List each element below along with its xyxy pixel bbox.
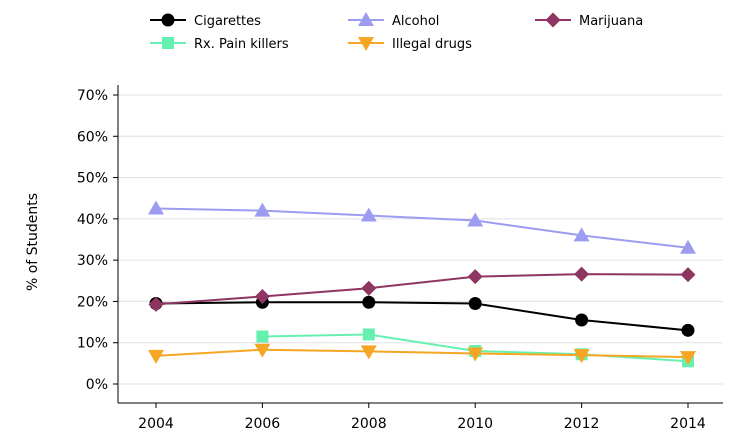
data-point-illegal-drugs: [254, 343, 271, 358]
series-illegal-drugs: [148, 343, 696, 366]
legend-item-alcohol: Alcohol: [348, 12, 439, 29]
data-point-marijuana: [574, 266, 590, 282]
legend-marker: [358, 12, 374, 26]
y-tick-label: 40%: [77, 212, 108, 228]
x-tick-label: 2004: [138, 416, 174, 432]
data-point-alcohol: [680, 239, 696, 254]
x-tick-label: 2008: [351, 416, 387, 432]
y-tick-label: 60%: [77, 129, 108, 145]
data-point-marijuana: [254, 288, 270, 304]
series-layer: [148, 200, 696, 368]
data-point-alcohol: [573, 227, 590, 242]
legend-marker: [358, 37, 374, 51]
series-marijuana: [148, 266, 696, 312]
data-point-alcohol: [467, 212, 484, 227]
data-point-alcohol: [148, 200, 164, 215]
legend-marker: [161, 13, 175, 27]
x-tick-label: 2010: [457, 416, 493, 432]
data-point-marijuana: [361, 280, 377, 296]
legend-marker: [545, 12, 561, 28]
data-point-rx-pain-killers: [362, 328, 375, 341]
legend-marker: [162, 37, 174, 49]
x-axis-ticks: 2004 2006 2008 2010 2012 2014: [138, 403, 706, 432]
data-point-marijuana: [467, 269, 483, 285]
data-point-marijuana: [148, 296, 164, 312]
gridlines: [118, 94, 723, 385]
data-point-illegal-drugs: [360, 345, 377, 360]
x-tick-label: 2006: [245, 416, 281, 432]
y-tick-label: 20%: [77, 294, 108, 310]
data-point-illegal-drugs: [680, 351, 696, 366]
series-line-marijuana: [155, 273, 689, 306]
series-line-alcohol: [155, 207, 689, 249]
y-axis-title: % of Students: [25, 193, 41, 291]
series-alcohol: [148, 200, 696, 254]
data-point-alcohol: [254, 202, 271, 217]
x-tick-label: 2012: [564, 416, 600, 432]
data-point-illegal-drugs: [467, 347, 484, 362]
y-tick-label: 30%: [77, 253, 108, 269]
legend-label: Cigarettes: [194, 14, 261, 29]
axes: [117, 85, 723, 404]
data-point-rx-pain-killers: [256, 330, 269, 343]
y-axis-ticks: 0% 10% 20% 30% 40% 50% 60% 70%: [77, 88, 118, 393]
y-tick-label: 10%: [77, 336, 108, 352]
legend: Cigarettes Alcohol Marijuana Rx. Pain kille…: [150, 12, 643, 52]
y-tick-label: 0%: [86, 377, 108, 393]
data-point-cigarettes: [468, 296, 482, 310]
legend-item-illegal-drugs: Illegal drugs: [348, 37, 472, 52]
legend-item-rx-pain-killers: Rx. Pain killers: [150, 37, 289, 52]
x-tick-label: 2014: [670, 416, 706, 432]
legend-item-marijuana: Marijuana: [535, 12, 643, 29]
data-point-cigarettes: [362, 295, 376, 309]
legend-label: Rx. Pain killers: [194, 37, 289, 52]
series-line-cigarettes: [155, 301, 689, 332]
series-line-illegal-drugs: [155, 348, 689, 359]
data-point-alcohol: [360, 207, 377, 222]
data-point-marijuana: [680, 267, 696, 283]
legend-label: Illegal drugs: [392, 37, 472, 52]
data-point-cigarettes: [681, 323, 695, 337]
data-point-cigarettes: [575, 313, 589, 327]
y-tick-label: 50%: [77, 171, 108, 187]
data-point-illegal-drugs: [148, 349, 164, 364]
y-tick-label: 70%: [77, 88, 108, 104]
legend-label: Alcohol: [392, 14, 439, 29]
legend-item-cigarettes: Cigarettes: [150, 13, 261, 29]
legend-label: Marijuana: [579, 14, 643, 29]
data-point-illegal-drugs: [573, 349, 590, 364]
